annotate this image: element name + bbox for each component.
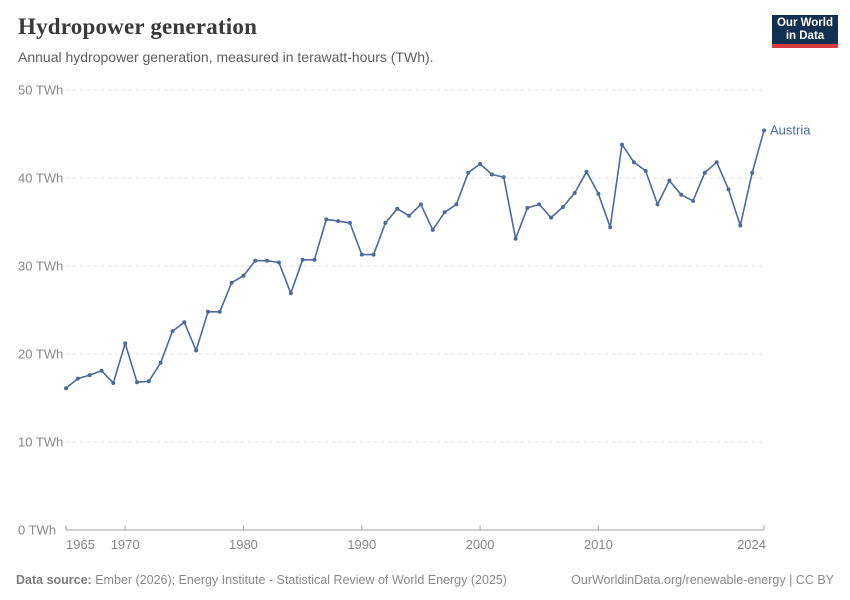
data-point xyxy=(371,252,376,257)
data-point xyxy=(513,236,518,241)
x-axis-tick-label: 1965 xyxy=(66,537,95,552)
data-point xyxy=(478,161,483,166)
entity-label[interactable]: Austria xyxy=(770,122,811,137)
y-axis-tick-label: 40 TWh xyxy=(18,171,63,186)
data-point xyxy=(312,257,317,262)
data-source-label: Data source: xyxy=(16,573,92,587)
data-source-value: Ember (2026); Energy Institute - Statist… xyxy=(91,573,507,587)
data-point xyxy=(620,142,624,147)
data-point xyxy=(738,223,743,228)
data-point xyxy=(347,220,352,225)
data-point xyxy=(383,220,388,225)
data-point xyxy=(454,202,459,207)
data-point xyxy=(525,205,530,210)
page-footer: Data source: Ember (2026); Energy Instit… xyxy=(16,573,834,587)
data-point xyxy=(158,360,163,365)
data-point xyxy=(679,192,684,197)
data-point xyxy=(572,191,577,195)
y-axis-tick-label: 30 TWh xyxy=(18,259,63,274)
owid-logo-line2: in Data xyxy=(785,29,825,42)
data-point xyxy=(430,227,435,232)
owid-logo[interactable]: Our World in Data xyxy=(772,15,838,48)
y-axis-tick-label: 10 TWh xyxy=(18,435,63,450)
data-point xyxy=(466,170,471,175)
y-axis-tick-label: 20 TWh xyxy=(18,347,63,362)
data-point xyxy=(667,178,672,183)
data-point xyxy=(75,376,80,381)
y-axis-tick-label: 50 TWh xyxy=(18,83,63,98)
data-point xyxy=(442,210,447,215)
x-axis-tick-label: 2000 xyxy=(466,537,495,552)
data-point xyxy=(324,217,329,222)
x-axis-tick-label: 1980 xyxy=(229,537,258,552)
y-axis-tick-label: 0 TWh xyxy=(18,523,56,538)
data-point xyxy=(206,309,210,314)
x-axis-tick-label: 1970 xyxy=(111,537,140,552)
data-point xyxy=(135,380,139,385)
data-point xyxy=(655,202,660,207)
data-point xyxy=(276,260,281,265)
data-point xyxy=(99,368,104,373)
data-point xyxy=(182,320,187,325)
data-point xyxy=(395,206,400,211)
data-line xyxy=(65,129,765,390)
data-point xyxy=(407,213,412,218)
data-point xyxy=(691,198,695,203)
x-axis-tick-label: 2010 xyxy=(584,537,613,552)
data-point xyxy=(608,225,613,230)
data-point xyxy=(714,160,719,165)
data-point xyxy=(170,329,175,334)
data-point xyxy=(265,258,270,263)
data-point xyxy=(596,191,601,196)
x-axis-tick-label: 2024 xyxy=(737,537,766,552)
data-point xyxy=(537,202,542,207)
data-point xyxy=(87,373,92,378)
data-point xyxy=(241,273,246,278)
data-point xyxy=(359,252,364,257)
data-point xyxy=(111,381,116,385)
footer-attribution[interactable]: OurWorldinData.org/renewable-energy | CC… xyxy=(571,573,834,587)
data-point xyxy=(631,160,636,165)
data-point xyxy=(146,379,151,384)
data-point xyxy=(489,172,494,177)
page-subtitle: Annual hydropower generation, measured i… xyxy=(18,49,434,65)
data-point xyxy=(549,215,554,220)
data-source-text: Data source: Ember (2026); Energy Instit… xyxy=(16,573,507,587)
data-point xyxy=(584,169,589,174)
page-title: Hydropower generation xyxy=(18,14,258,39)
data-point xyxy=(336,219,341,224)
data-point xyxy=(560,205,565,209)
data-point xyxy=(123,341,128,346)
data-point xyxy=(217,309,222,314)
data-point xyxy=(643,169,648,173)
data-point xyxy=(702,170,707,175)
owid-logo-line1: Our World xyxy=(776,16,833,29)
data-point xyxy=(288,291,293,296)
x-axis-tick-label: 1990 xyxy=(347,537,376,552)
data-point xyxy=(418,202,423,207)
data-point xyxy=(253,258,258,263)
data-point xyxy=(762,128,766,133)
data-point xyxy=(726,187,731,192)
data-point xyxy=(64,386,68,391)
data-point xyxy=(501,175,506,180)
data-point xyxy=(300,257,305,262)
data-point xyxy=(229,280,234,285)
data-point xyxy=(194,348,199,353)
data-point xyxy=(750,170,755,175)
